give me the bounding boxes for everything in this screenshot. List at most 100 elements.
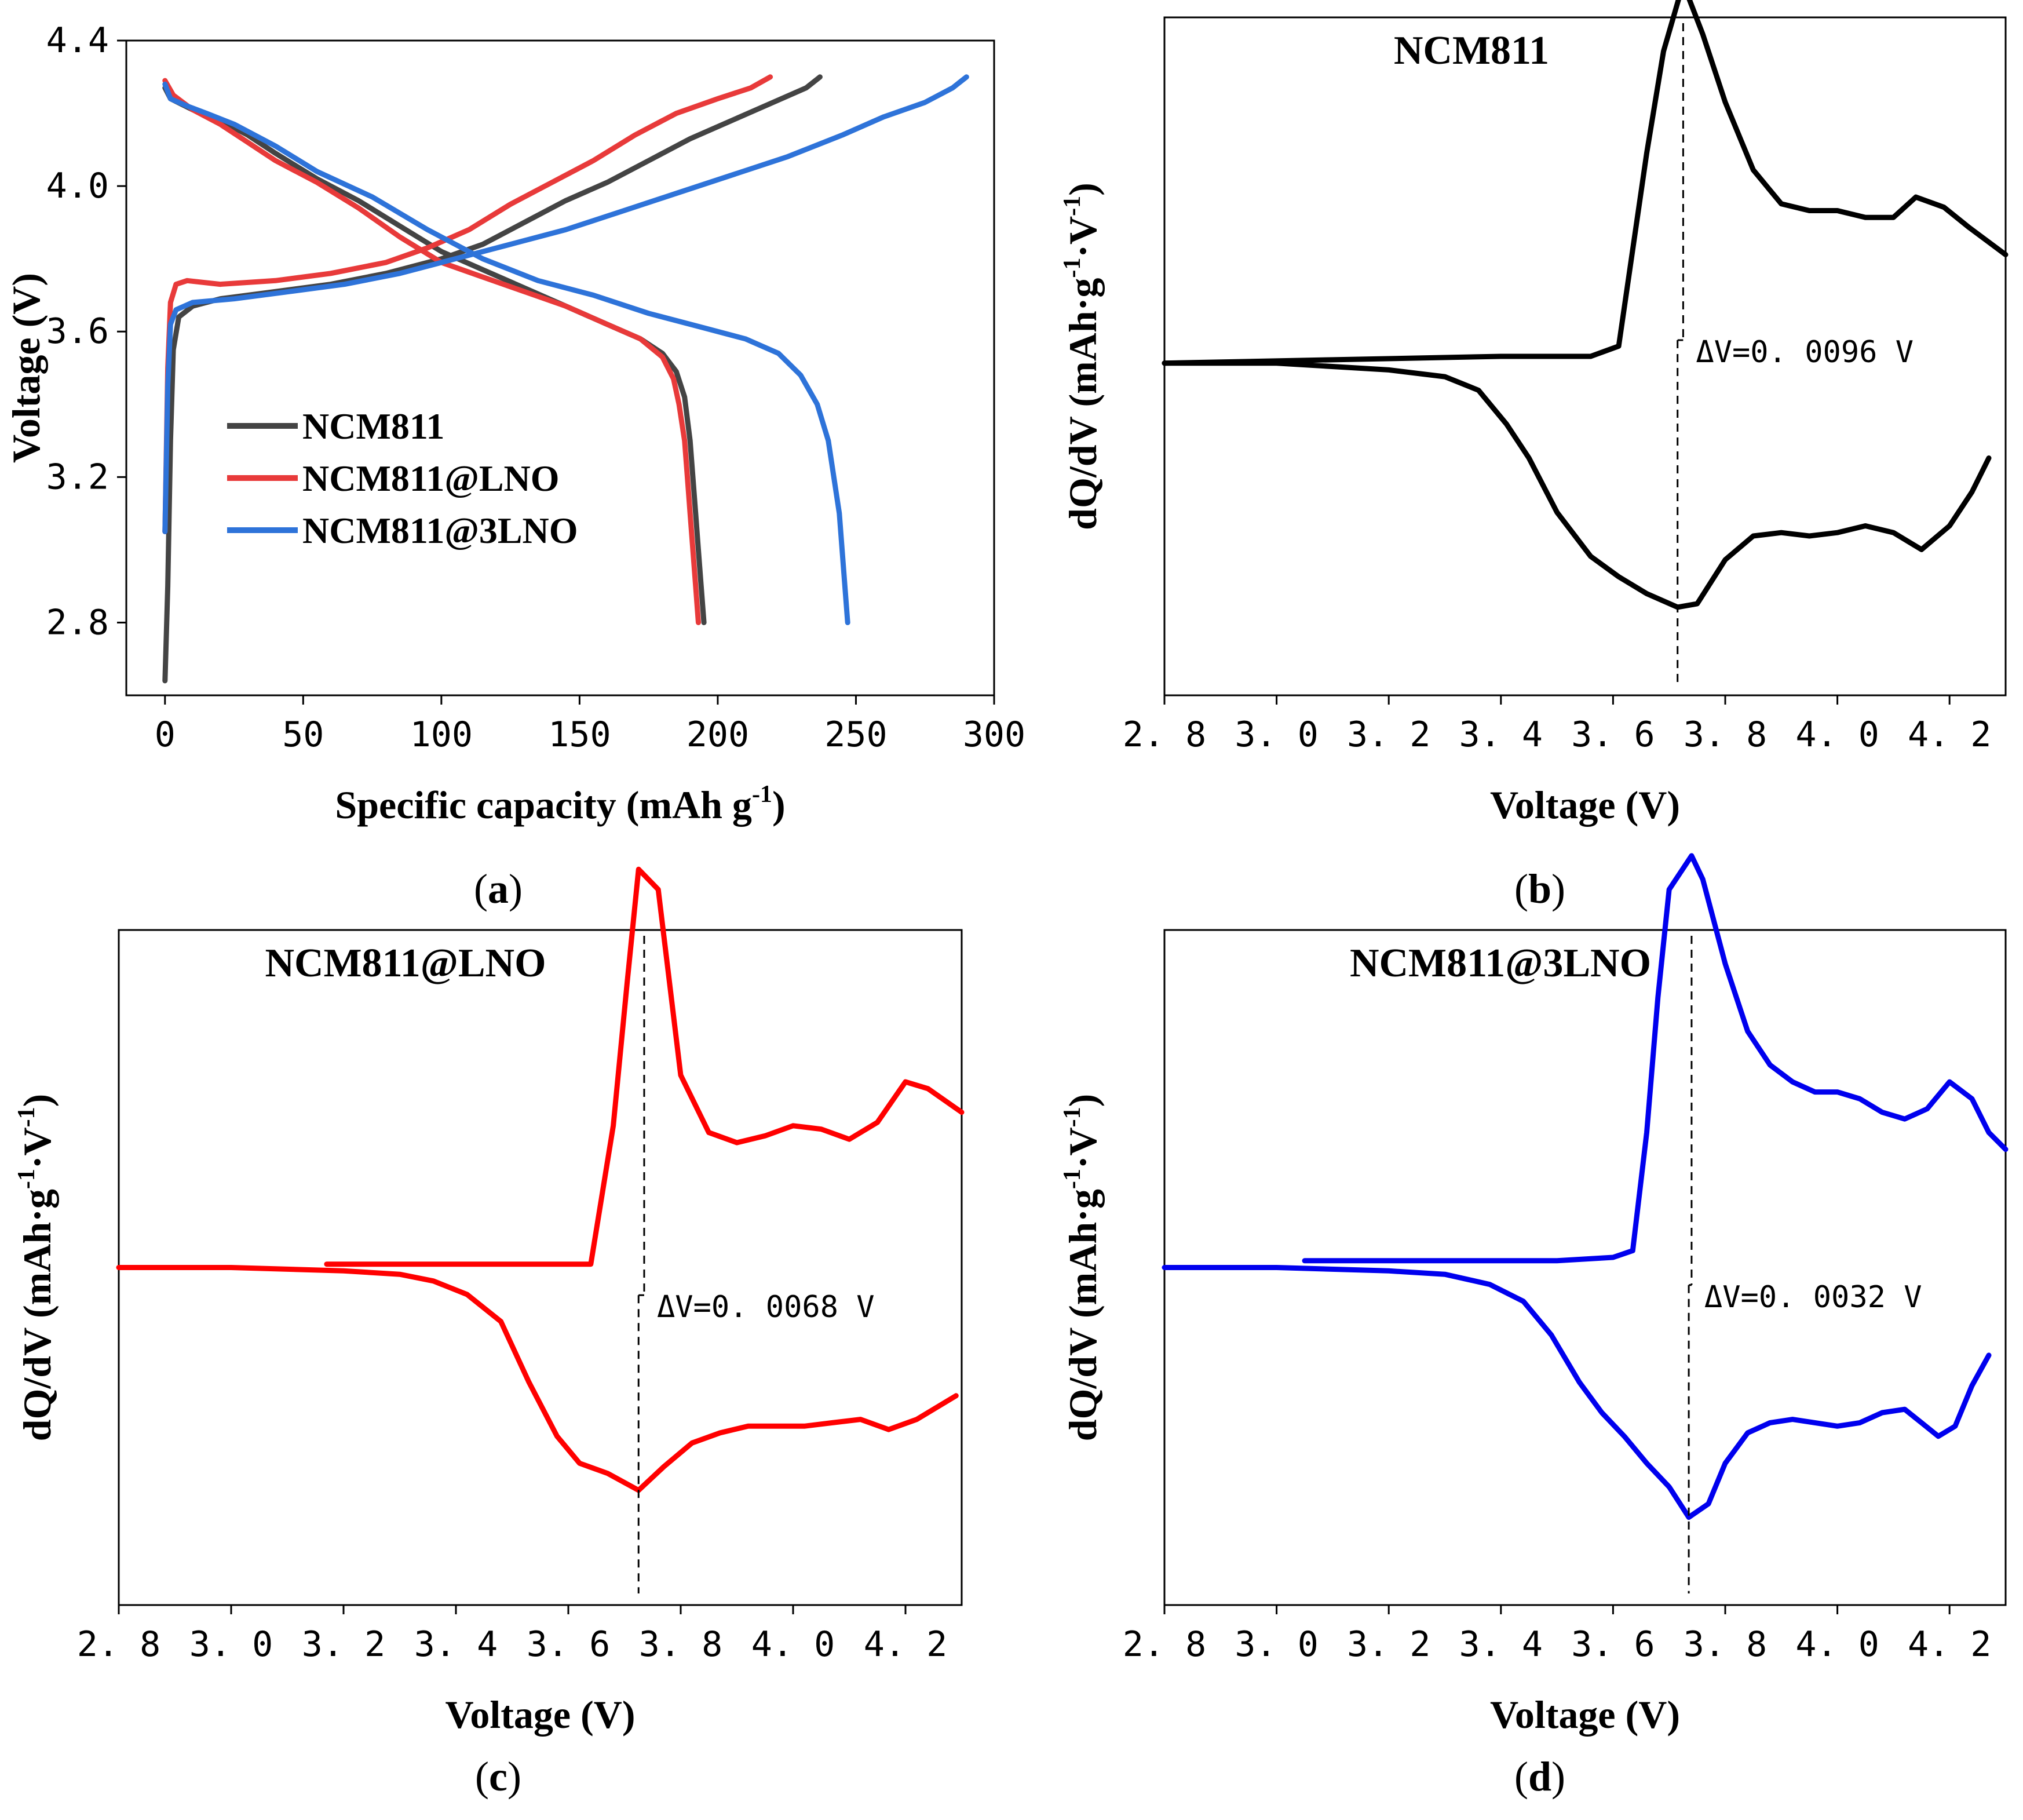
- x-axis-label-tail: ): [772, 783, 786, 827]
- x-tick-label: 4. 0: [751, 1624, 835, 1665]
- caption-paren: ): [1551, 866, 1565, 912]
- series-line-ncm811-lno: [162, 78, 701, 625]
- caption-paren: ): [1551, 1753, 1565, 1800]
- y-tick-label: 3.2: [46, 457, 109, 497]
- y-axis-label-tail: ): [1061, 183, 1105, 196]
- panel-caption: (a): [474, 866, 523, 912]
- x-tick-label: 3. 8: [639, 1624, 723, 1665]
- delta-v-annotation: ΔV=0. 0032 V: [1704, 1280, 1922, 1315]
- x-tick-label: 3. 6: [1571, 714, 1655, 755]
- x-tick-label: 3. 4: [1459, 1624, 1543, 1665]
- x-axis-label-text: Specific capacity (mAh g: [335, 783, 752, 827]
- legend-label: NCM811: [302, 406, 444, 447]
- x-tick-label: 3. 8: [1684, 1624, 1768, 1665]
- caption-paren: (: [1514, 1753, 1528, 1800]
- x-tick-label: 4. 0: [1795, 1624, 1879, 1665]
- panel-caption: (d): [1514, 1753, 1565, 1800]
- y-axis-label-text: dQ/dV (mAh·g: [1061, 1189, 1105, 1441]
- legend-label: NCM811@3LNO: [302, 510, 578, 551]
- chart-title: NCM811: [1394, 28, 1549, 73]
- x-tick-label: 3. 8: [1684, 714, 1768, 755]
- series-line-dqdv: [1162, 0, 2009, 366]
- y-axis-label-text: dQ/dV (mAh·g: [1061, 278, 1105, 530]
- legend-label: NCM811@LNO: [302, 458, 560, 499]
- x-tick-label: 3. 0: [1235, 1624, 1319, 1665]
- series-line-ncm811-3lno: [162, 74, 969, 534]
- y-axis-label: dQ/dV (mAh·g-1·V-1): [1059, 183, 1105, 530]
- x-tick-label: 2. 8: [1123, 1624, 1207, 1665]
- x-tick-label: 0: [155, 714, 176, 755]
- delta-v-annotation: ΔV=0. 0096 V: [1696, 335, 1914, 370]
- panel-c: 2. 8 3. 0 3. 2 3. 4 3. 6 3. 8 4. 0 4. 2 Voltage …: [13, 866, 965, 1800]
- x-tick-label: 4. 2: [1908, 1624, 1992, 1665]
- y-axis-label-sup: -1: [1059, 196, 1086, 216]
- caption-letter: d: [1528, 1753, 1551, 1800]
- caption-paren: (: [1514, 866, 1528, 912]
- y-tick-label: 4.4: [46, 20, 109, 61]
- y-axis-label-text: dQ/dV (mAh·g: [15, 1189, 59, 1441]
- x-axis-label: Voltage (V): [1490, 783, 1680, 827]
- panel-caption: (b): [1514, 866, 1565, 912]
- caption-letter: b: [1528, 866, 1551, 912]
- x-tick-label: 4. 2: [1908, 714, 1992, 755]
- x-tick-label: 3. 2: [302, 1624, 386, 1665]
- x-axis-label: Specific capacity (mAh g-1): [335, 781, 785, 827]
- chart-title: NCM811@3LNO: [1350, 941, 1651, 986]
- caption-paren: ): [509, 866, 523, 912]
- y-axis-label: Voltage (V): [4, 273, 48, 463]
- x-tick-label: 2. 8: [77, 1624, 161, 1665]
- x-tick-label: 3. 0: [1235, 714, 1319, 755]
- x-tick-label: 200: [686, 714, 749, 755]
- y-axis-label: dQ/dV (mAh·g-1·V-1): [13, 1094, 59, 1442]
- series-line-ncm811: [162, 74, 823, 684]
- x-tick-label: 250: [824, 714, 887, 755]
- x-tick-label: 100: [410, 714, 473, 755]
- delta-v-annotation: ΔV=0. 0068 V: [657, 1290, 875, 1325]
- series-line-ncm811-lno: [162, 74, 773, 534]
- caption-letter: c: [489, 1753, 507, 1800]
- x-axis-label-sup: -1: [752, 781, 772, 808]
- panel-d: 2. 8 3. 0 3. 2 3. 4 3. 6 3. 8 4. 0 4. 2 Voltage …: [1059, 853, 2009, 1800]
- x-axis-label-text: Voltage (V): [1490, 1693, 1680, 1737]
- x-tick-label: 4. 0: [1795, 714, 1879, 755]
- y-axis-label-mid: ·V: [1061, 216, 1105, 258]
- y-axis-label: dQ/dV (mAh·g-1·V-1): [1059, 1094, 1105, 1442]
- panel-a: 0 50 100 150 200 250 300 2.8 3.2 3.6 4.0 4.4 Specifi…: [4, 20, 1025, 912]
- series-line-dqdv: [1162, 1265, 1992, 1520]
- panel-caption: (c): [475, 1753, 521, 1800]
- y-axis-label-tail: ): [1061, 1094, 1105, 1107]
- y-axis-label-sup: -1: [13, 1169, 40, 1189]
- x-tick-label: 150: [548, 714, 611, 755]
- x-tick-label: 50: [282, 714, 324, 755]
- caption-paren: (: [474, 866, 488, 912]
- caption-paren: (: [475, 1753, 489, 1800]
- caption-paren: ): [507, 1753, 521, 1800]
- x-tick-label: 3. 0: [189, 1624, 273, 1665]
- plot-frame: [1163, 16, 2007, 696]
- series-line-dqdv: [1162, 360, 1992, 610]
- x-axis-label: Voltage (V): [1490, 1693, 1680, 1737]
- caption-letter: a: [488, 866, 509, 912]
- x-tick-label: 2. 8: [1123, 714, 1207, 755]
- x-axis-label-text: Voltage (V): [446, 1693, 636, 1737]
- x-tick-label: 3. 2: [1347, 1624, 1431, 1665]
- y-axis-label-sup: -1: [1059, 1107, 1086, 1127]
- x-tick-label: 3. 6: [527, 1624, 611, 1665]
- x-tick-label: 3. 6: [1571, 1624, 1655, 1665]
- y-axis-label-sup: -1: [13, 1107, 40, 1127]
- series-line-ncm811-3lno: [162, 81, 850, 625]
- y-axis-label-tail: ): [15, 1094, 59, 1107]
- y-axis-label-mid: ·V: [1061, 1127, 1105, 1169]
- series-line-dqdv: [324, 866, 965, 1267]
- y-tick-label: 2.8: [46, 602, 109, 643]
- panel-b: 2. 8 3. 0 3. 2 3. 4 3. 6 3. 8 4. 0 4. 2 Voltage …: [1059, 0, 2009, 912]
- x-tick-label: 4. 2: [864, 1624, 948, 1665]
- chart-title: NCM811@LNO: [265, 941, 546, 986]
- x-tick-label: 3. 4: [414, 1624, 498, 1665]
- y-tick-label: 4.0: [46, 166, 109, 206]
- x-axis-label: Voltage (V): [446, 1693, 636, 1737]
- y-axis-label-sup: -1: [1059, 1169, 1086, 1189]
- series-line-dqdv: [1302, 853, 2009, 1264]
- x-tick-label: 3. 2: [1347, 714, 1431, 755]
